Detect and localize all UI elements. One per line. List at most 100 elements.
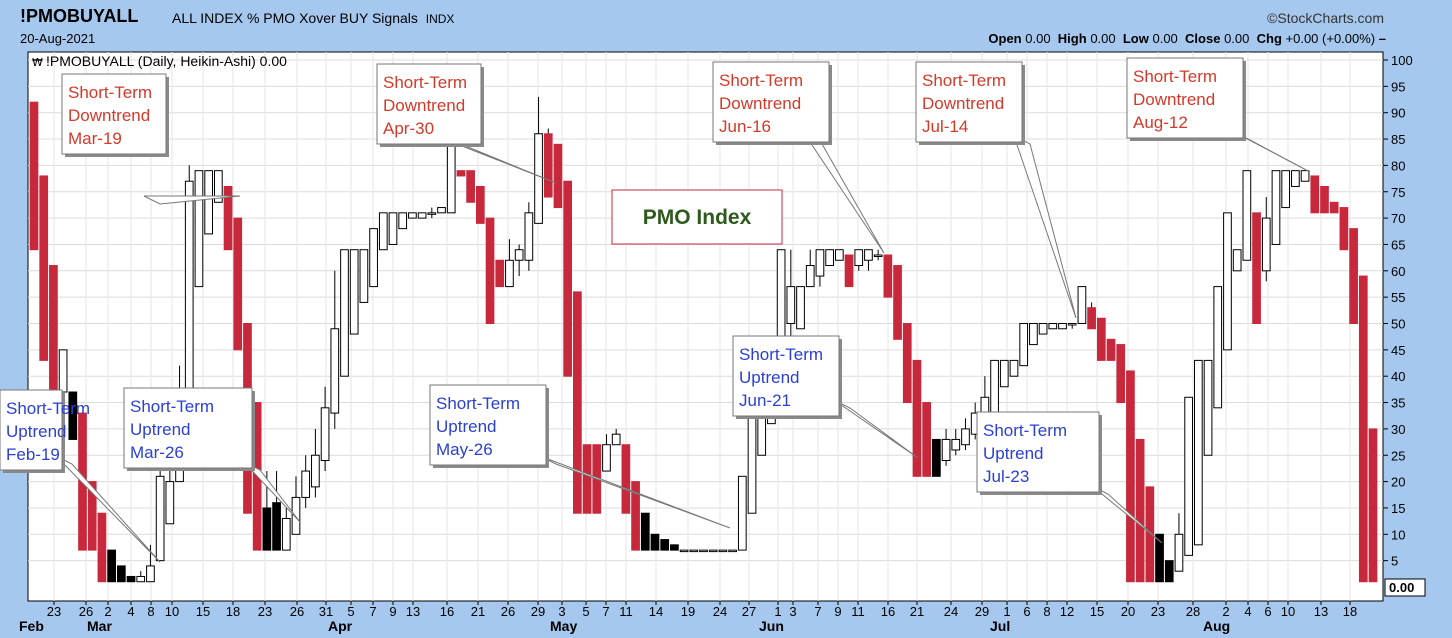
x-tick-label: 9 [389, 604, 396, 619]
y-tick-label: 10 [1391, 527, 1405, 542]
x-tick-label: 10 [165, 604, 179, 619]
x-tick-label: 26 [501, 604, 515, 619]
candle-body [514, 249, 524, 261]
candle-body [58, 349, 68, 393]
candle-body [233, 217, 243, 351]
candle-body [1029, 323, 1038, 346]
x-tick-label: 15 [1090, 604, 1104, 619]
callout-text: Short-Term [436, 394, 520, 413]
candle-body [446, 138, 456, 214]
x-month-label: Jun [759, 618, 784, 634]
candle-body [1320, 185, 1329, 214]
candle-body [1116, 344, 1126, 404]
callout-box [123, 387, 253, 469]
candle-body [796, 286, 805, 330]
candle-body [126, 575, 136, 583]
y-tick-label: 15 [1391, 501, 1405, 516]
candle-body [708, 549, 718, 553]
candle-body [728, 549, 737, 553]
callout-text: Jun-16 [719, 117, 771, 136]
candle-body [495, 259, 505, 288]
callout-text: Short-Term [130, 397, 214, 416]
candle-body [301, 470, 311, 498]
annotations: PMO Index Short-Term Downtrend Mar-19 Short-… [0, 57, 1311, 563]
candle-body [611, 433, 621, 446]
candle-body [1174, 533, 1184, 572]
candle-body [1252, 212, 1261, 324]
candle-body [291, 496, 301, 535]
candle-body [388, 212, 398, 245]
candle-body [68, 391, 78, 440]
low-label: Low [1122, 31, 1149, 46]
candle-body [281, 517, 291, 551]
candle-body [1019, 323, 1029, 367]
candle-body [941, 438, 951, 462]
candle-body [582, 444, 592, 514]
candle-body [417, 212, 427, 219]
open-label: Open [988, 31, 1022, 46]
candle-body [427, 212, 437, 215]
callout-text: Uptrend [983, 444, 1043, 463]
callout-text: Short-Term [922, 71, 1006, 90]
x-tick-label: 6 [1023, 604, 1030, 619]
symbol-title: !PMOBUYALL [20, 6, 139, 26]
candle-body [524, 212, 534, 261]
candle-body [1184, 396, 1193, 556]
candle-body [679, 549, 689, 553]
candle-body [1135, 438, 1145, 583]
candle-body [961, 428, 970, 446]
description-text: ALL INDEX % PMO Xover BUY Signals [172, 10, 418, 26]
low-value: 0.00 [1152, 31, 1178, 46]
x-tick-label: 12 [1060, 604, 1074, 619]
candle-body [223, 185, 233, 251]
candle-body [204, 170, 214, 235]
x-tick-label: 24 [944, 604, 958, 619]
candle-body [184, 180, 194, 409]
callout-text: Uptrend [6, 422, 66, 441]
x-tick-label: 10 [1281, 604, 1295, 619]
candle-body [670, 544, 679, 551]
candle-body [834, 249, 844, 261]
candle-body [1067, 323, 1077, 326]
close-value: 0.00 [1224, 31, 1250, 46]
callout-text: Jul-14 [922, 117, 968, 136]
candle-body [408, 212, 417, 219]
candle-body [29, 101, 39, 251]
callout-text: Downtrend [922, 94, 1004, 113]
x-tick-label: 3 [789, 604, 796, 619]
candle-body [340, 249, 349, 377]
candle-body [650, 533, 660, 551]
candle-body [660, 539, 670, 551]
callout-box [376, 63, 482, 145]
x-tick-label: 7 [369, 604, 376, 619]
candle-body [602, 444, 611, 472]
x-tick-label: 13 [406, 604, 420, 619]
close-label: Close [1185, 31, 1221, 46]
candle-body [485, 217, 495, 325]
y-tick-label: 50 [1391, 317, 1405, 332]
x-tick-label: 26 [79, 604, 93, 619]
candle-body [1358, 275, 1368, 583]
callout-text: Mar-19 [68, 129, 122, 148]
x-tick-label: 19 [681, 604, 695, 619]
y-tick-label: 45 [1391, 343, 1405, 358]
candle-body [1038, 323, 1048, 335]
callout-text: Apr-30 [383, 119, 434, 138]
candle-body [640, 512, 650, 551]
title-box [611, 189, 783, 245]
candle-body [1164, 560, 1174, 583]
x-tick-label: 11 [851, 604, 865, 619]
x-tick-label: 13 [1314, 604, 1328, 619]
x-tick-label: 23 [258, 604, 272, 619]
callout-text: Uptrend [739, 368, 799, 387]
x-tick-label: 21 [910, 604, 924, 619]
y-tick-label: 5 [1391, 554, 1398, 569]
candle-body [902, 323, 912, 404]
x-tick-label: 16 [440, 604, 454, 619]
y-tick-label: 80 [1391, 158, 1405, 173]
exchange-text: INDX [425, 12, 455, 26]
callout-text: Mar-26 [130, 443, 184, 462]
callout-text: Short-Term [739, 345, 823, 364]
candle-body [844, 254, 854, 288]
